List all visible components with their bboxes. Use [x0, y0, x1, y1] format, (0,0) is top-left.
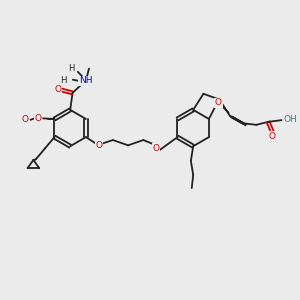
Text: H: H: [60, 76, 66, 85]
Text: OH: OH: [283, 115, 297, 124]
Text: NH: NH: [79, 76, 92, 85]
Text: H: H: [68, 64, 75, 73]
Text: O: O: [153, 144, 160, 153]
Text: O: O: [95, 141, 102, 150]
Text: O: O: [215, 98, 222, 107]
Text: O: O: [21, 115, 28, 124]
Text: O: O: [54, 85, 61, 94]
Text: O: O: [34, 114, 42, 123]
Text: O: O: [268, 132, 275, 141]
